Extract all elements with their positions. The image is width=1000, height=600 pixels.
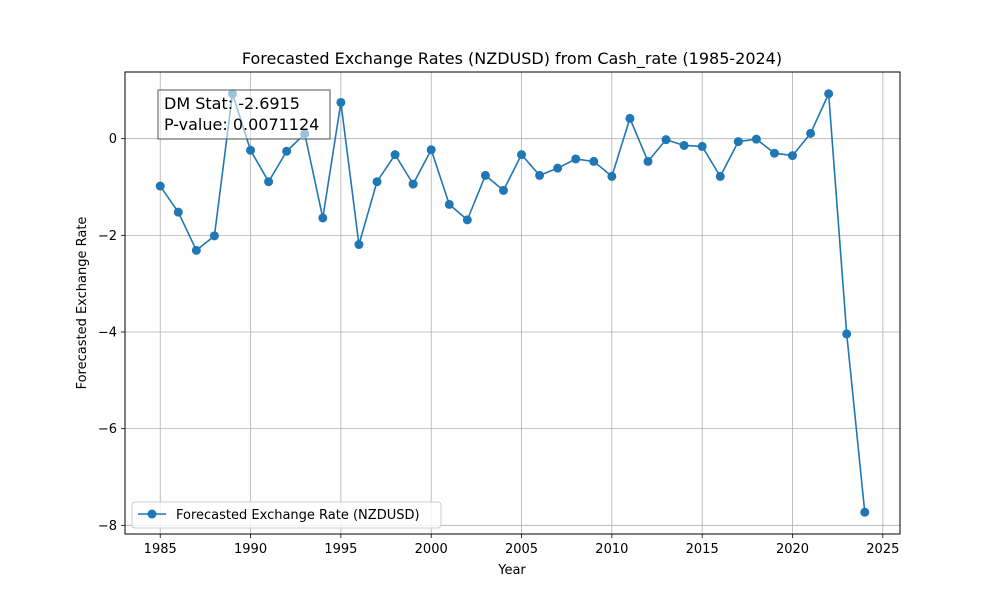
data-point xyxy=(173,207,183,217)
data-point xyxy=(336,97,346,107)
x-tick-label: 1985 xyxy=(144,542,177,557)
data-point xyxy=(769,148,779,158)
legend-label: Forecasted Exchange Rate (NZDUSD) xyxy=(176,508,420,523)
stats-annotation-box xyxy=(157,89,331,140)
series-line xyxy=(159,92,866,513)
stats-annotation: DM Stat: -2.6915 P-value: 0.0071124 xyxy=(157,89,331,140)
data-point xyxy=(282,146,292,156)
y-axis-title: Forecasted Exchange Rate xyxy=(75,217,90,390)
grid-lines xyxy=(125,72,900,534)
data-point xyxy=(318,213,328,223)
data-point xyxy=(354,240,364,250)
data-point xyxy=(517,150,527,160)
data-point xyxy=(733,137,743,147)
data-point xyxy=(535,170,545,180)
data-point xyxy=(408,179,418,189)
legend: Forecasted Exchange Rate (NZDUSD) xyxy=(131,501,442,529)
x-tick-label: 2000 xyxy=(415,542,448,557)
data-point xyxy=(155,181,165,191)
data-point xyxy=(444,199,454,209)
data-point xyxy=(824,89,834,99)
data-point xyxy=(480,170,490,180)
x-tick-label: 2020 xyxy=(776,542,809,557)
data-point xyxy=(372,177,382,187)
data-point xyxy=(209,231,219,241)
data-point xyxy=(191,245,201,255)
data-point xyxy=(498,185,508,195)
y-tick-label: −8 xyxy=(98,519,117,534)
data-point xyxy=(625,113,635,123)
data-point xyxy=(390,150,400,160)
data-point xyxy=(842,329,852,339)
plot-area-frame xyxy=(124,71,901,535)
data-point xyxy=(860,507,870,517)
data-point xyxy=(589,156,599,166)
x-tick-label: 1990 xyxy=(234,542,267,557)
data-point xyxy=(571,154,581,164)
x-axis-title: Year xyxy=(497,563,526,578)
y-tick-label: −2 xyxy=(98,229,117,244)
dm-stat-text: DM Stat: -2.6915 xyxy=(164,94,300,113)
y-tick-label: −4 xyxy=(98,325,117,340)
data-point xyxy=(751,134,761,144)
data-point xyxy=(426,145,436,155)
data-point xyxy=(246,145,256,155)
x-tick-label: 2010 xyxy=(595,542,628,557)
data-point xyxy=(679,140,689,150)
series-layer xyxy=(155,89,870,517)
y-tick-label: 0 xyxy=(109,132,117,147)
data-point xyxy=(697,141,707,151)
data-point xyxy=(553,163,563,173)
data-point xyxy=(643,156,653,166)
data-point xyxy=(788,151,798,161)
x-tick-label: 1995 xyxy=(324,542,357,557)
x-tick-label: 2005 xyxy=(505,542,538,557)
axes: 1985 1990 1995 2000 2005 2010 2015 2020 2025 −8 −6… xyxy=(98,132,900,557)
x-tick-label: 2025 xyxy=(866,542,899,557)
data-point xyxy=(661,135,671,145)
x-tick-label: 2015 xyxy=(686,542,719,557)
data-point xyxy=(462,215,472,225)
data-point xyxy=(264,177,274,187)
y-tick-label: −6 xyxy=(98,422,117,437)
legend-frame xyxy=(131,501,442,529)
data-point xyxy=(607,171,617,181)
legend-marker-swatch xyxy=(147,509,157,519)
chart-title: Forecasted Exchange Rates (NZDUSD) from … xyxy=(242,49,782,69)
data-point xyxy=(715,171,725,181)
data-point xyxy=(806,128,816,138)
p-value-text: P-value: 0.0071124 xyxy=(164,115,319,134)
